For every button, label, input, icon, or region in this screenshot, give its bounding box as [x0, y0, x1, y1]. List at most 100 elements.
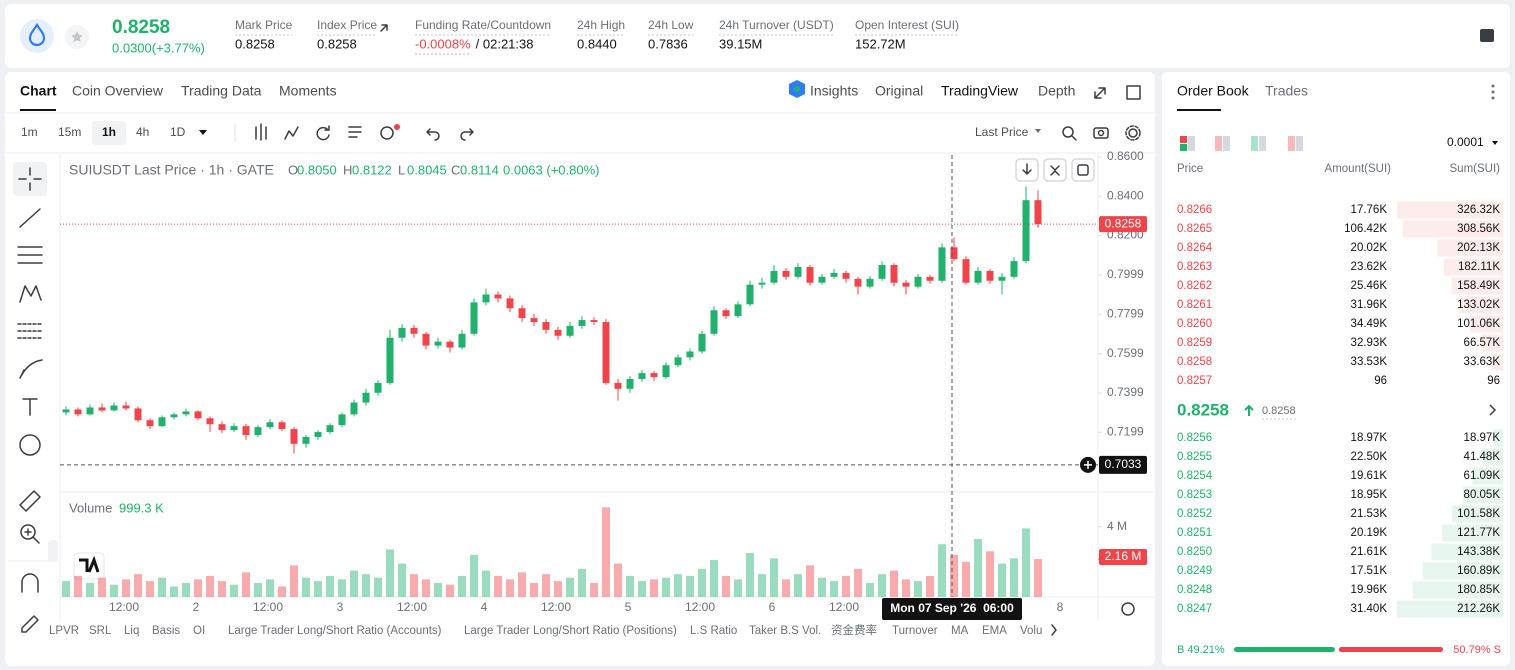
- interval-button[interactable]: 1h: [102, 125, 116, 139]
- add-icon[interactable]: [380, 126, 394, 140]
- axis-settings[interactable]: [1121, 602, 1135, 616]
- candle-body: [362, 392, 370, 403]
- precision-select[interactable]: 0.0001: [1447, 135, 1484, 149]
- level-price[interactable]: 0.8255: [1177, 451, 1212, 463]
- level-price[interactable]: 0.8254: [1177, 470, 1213, 482]
- crosshair-price-tag: [1099, 455, 1147, 474]
- reset-button[interactable]: [1071, 158, 1095, 182]
- column-header: Amount(SUI): [1325, 163, 1392, 175]
- indicator-tab[interactable]: EMA: [982, 625, 1007, 637]
- level-price[interactable]: 0.8256: [1177, 432, 1212, 444]
- pattern-tool[interactable]: [19, 285, 42, 303]
- level-price[interactable]: 0.8247: [1177, 603, 1212, 615]
- level-price[interactable]: 0.8261: [1177, 299, 1212, 311]
- screenshot-icon[interactable]: [1093, 127, 1109, 139]
- level-price[interactable]: 0.8258: [1177, 356, 1212, 368]
- fib-tool[interactable]: [17, 323, 43, 339]
- indicator-tab[interactable]: MA: [951, 625, 969, 637]
- level-price[interactable]: 0.8264: [1177, 242, 1213, 254]
- level-price[interactable]: 0.8250: [1177, 546, 1212, 558]
- magnet-tool[interactable]: [21, 573, 39, 593]
- indicator-tab[interactable]: Large Trader Long/Short Ratio (Accounts): [228, 625, 442, 637]
- template-icon[interactable]: [348, 126, 362, 138]
- emoji-tool[interactable]: [19, 434, 41, 456]
- orderbook-tab[interactable]: Order Book: [1177, 83, 1250, 99]
- indicator-tab[interactable]: 资金费率: [831, 623, 877, 637]
- level-price[interactable]: 0.8253: [1177, 489, 1212, 501]
- interval-button[interactable]: 4h: [136, 125, 149, 139]
- layout-icon[interactable]: [1126, 85, 1141, 100]
- interval-dropdown[interactable]: [199, 130, 207, 135]
- level-price[interactable]: 0.8263: [1177, 261, 1212, 273]
- view-alt[interactable]: [1288, 136, 1295, 151]
- level-price[interactable]: 0.8251: [1177, 527, 1212, 539]
- indicator-scroll[interactable]: [1051, 624, 1057, 636]
- compare-icon[interactable]: [316, 125, 330, 141]
- interval-button[interactable]: 15m: [58, 125, 81, 139]
- search-icon[interactable]: [1062, 126, 1074, 138]
- ruler-tool[interactable]: [19, 490, 41, 512]
- indicator-tab[interactable]: Liq: [124, 625, 139, 637]
- collapse-toolbar[interactable]: [48, 540, 58, 562]
- level-price[interactable]: 0.8257: [1177, 375, 1212, 387]
- chart-tab[interactable]: Moments: [279, 83, 337, 99]
- indicators-icon[interactable]: [284, 126, 299, 140]
- redo-icon[interactable]: [460, 128, 474, 141]
- candle-type-icon[interactable]: [255, 123, 267, 141]
- indicator-tab[interactable]: Turnover: [892, 625, 938, 637]
- level-sum: 66.57K: [1464, 337, 1501, 349]
- level-price[interactable]: 0.8262: [1177, 280, 1212, 292]
- brush-tool[interactable]: [19, 359, 43, 379]
- price-type-select[interactable]: Last Price: [975, 125, 1029, 139]
- view-tab[interactable]: Insights: [810, 83, 858, 99]
- indicator-tab[interactable]: OI: [193, 625, 205, 637]
- chart-tab[interactable]: Trading Data: [181, 83, 262, 99]
- crosshair-tool[interactable]: [18, 167, 42, 191]
- level-price[interactable]: 0.8259: [1177, 337, 1212, 349]
- indicator-tab[interactable]: Large Trader Long/Short Ratio (Positions…: [464, 625, 677, 637]
- indicator-tab[interactable]: LPVR: [49, 625, 79, 637]
- precision-dropdown[interactable]: [1492, 141, 1498, 145]
- level-price[interactable]: 0.8248: [1177, 584, 1212, 596]
- view-tab[interactable]: Original: [875, 83, 923, 99]
- more-icon[interactable]: [1491, 84, 1495, 100]
- view-asks[interactable]: [1215, 136, 1222, 151]
- line-tool[interactable]: [19, 208, 41, 228]
- level-price[interactable]: 0.8266: [1177, 204, 1212, 216]
- indicator-tab[interactable]: Volu: [1020, 625, 1042, 637]
- zoom-tool[interactable]: [20, 524, 36, 540]
- level-price[interactable]: 0.8252: [1177, 508, 1212, 520]
- price-type-dropdown[interactable]: [1035, 129, 1041, 133]
- level-price[interactable]: 0.8265: [1177, 223, 1212, 235]
- candle-body: [350, 402, 358, 415]
- interval-button[interactable]: 1m: [21, 125, 38, 139]
- fullscreen-icon[interactable]: [1094, 87, 1106, 99]
- chart-tab[interactable]: Chart: [20, 83, 57, 99]
- view-both[interactable]: [1180, 136, 1187, 143]
- external-link-icon[interactable]: [380, 24, 388, 32]
- scroll-latest-button[interactable]: [1015, 158, 1039, 182]
- view-tab[interactable]: Depth: [1038, 83, 1075, 99]
- eraser-tool[interactable]: [21, 615, 39, 633]
- view-tab[interactable]: TradingView: [941, 83, 1019, 99]
- settings-icon[interactable]: [1128, 128, 1138, 138]
- indicator-tab[interactable]: Basis: [152, 625, 180, 637]
- collapse-button[interactable]: [1043, 158, 1067, 182]
- hline-tool[interactable]: [17, 246, 43, 264]
- view-bids[interactable]: [1251, 136, 1258, 151]
- chart-tab[interactable]: Coin Overview: [72, 83, 164, 99]
- mid-chevron[interactable]: [1489, 404, 1497, 416]
- indicator-tab[interactable]: L.S Ratio: [690, 625, 737, 637]
- level-price[interactable]: 0.8260: [1177, 318, 1212, 330]
- level-amount: 106.42K: [1344, 223, 1387, 235]
- interval-button[interactable]: 1D: [170, 125, 186, 139]
- candle-body: [806, 266, 814, 283]
- text-tool[interactable]: [22, 398, 38, 416]
- notes-icon[interactable]: [1480, 29, 1494, 42]
- orderbook-tab[interactable]: Trades: [1265, 83, 1308, 99]
- undo-icon[interactable]: [426, 128, 440, 141]
- indicator-tab[interactable]: SRL: [89, 625, 112, 637]
- level-price[interactable]: 0.8249: [1177, 565, 1212, 577]
- crosshair-time-label: Mon 07 Sep '26 06:00: [890, 601, 1014, 615]
- indicator-tab[interactable]: Taker B.S Vol.: [749, 625, 821, 637]
